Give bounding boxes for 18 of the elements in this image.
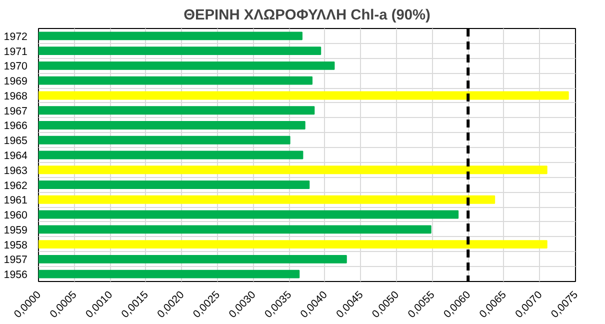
y-tick-label: 1970 [4, 60, 28, 73]
y-tick-label: 1958 [4, 239, 28, 252]
y-tick-label: 1961 [4, 194, 28, 207]
y-tick-label: 1968 [4, 90, 28, 102]
y-tick-label: 1963 [4, 164, 28, 177]
y-tick-label: 1960 [4, 210, 28, 222]
chart-title: ΘΕΡΙΝΗ ΧΛΩΡΟΦΥΛΛΗ Chl-a (90%) [184, 8, 431, 24]
y-tick-label: 1971 [4, 46, 28, 58]
y-tick-label: 1959 [4, 224, 28, 236]
y-tick-label: 1956 [4, 269, 28, 282]
y-tick-label: 1962 [4, 180, 28, 192]
y-tick-label: 1964 [4, 150, 28, 162]
y-tick-label: 1969 [4, 76, 28, 88]
y-tick-label: 1967 [4, 105, 28, 118]
y-tick-label: 1965 [4, 135, 28, 148]
y-tick-label: 1966 [4, 120, 28, 132]
y-tick-label: 1957 [4, 254, 28, 266]
y-tick-label: 1972 [4, 30, 28, 43]
